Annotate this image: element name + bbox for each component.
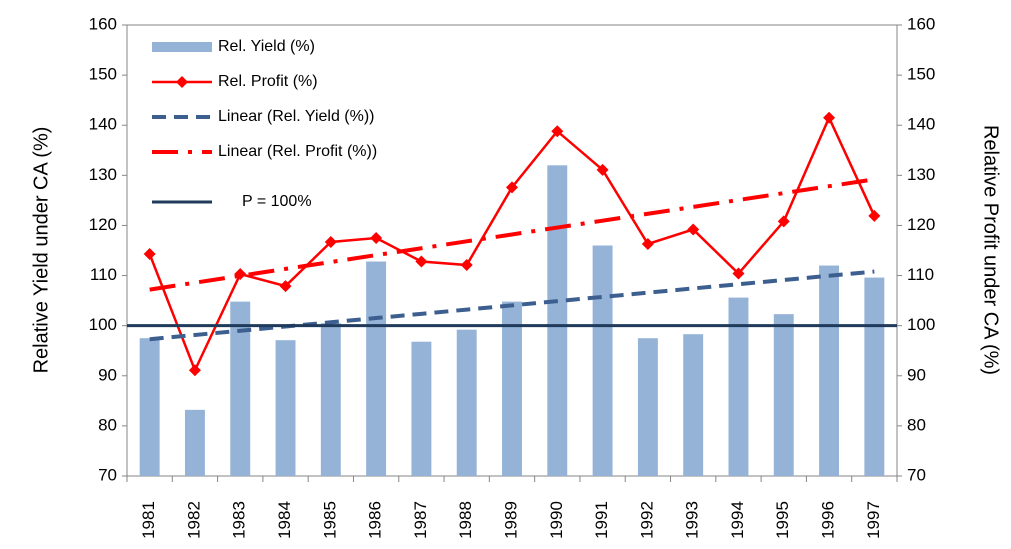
x-tick-label: 1990 [547, 501, 566, 539]
legend-label: Rel. Yield (%) [218, 38, 315, 55]
x-tick-label: 1997 [864, 501, 883, 539]
bar [184, 409, 205, 476]
x-tick-label: 1991 [592, 501, 611, 539]
legend-marker [176, 76, 188, 88]
y-tick-label: 110 [90, 265, 117, 284]
bar [456, 329, 477, 476]
y2-axis-label: Relative Profit under CA (%) [980, 125, 1002, 375]
marker [279, 280, 292, 293]
marker [641, 237, 654, 250]
y-tick-label: 100 [89, 315, 117, 334]
marker [460, 259, 473, 272]
y2-tick-label: 110 [907, 265, 934, 284]
legend-swatch [152, 42, 212, 52]
x-tick-label: 1996 [819, 501, 838, 539]
y-tick-label: 80 [98, 415, 117, 434]
y-tick-label: 150 [89, 65, 117, 84]
y-tick-label: 140 [89, 115, 117, 134]
marker [868, 209, 881, 222]
x-tick-label: 1982 [184, 501, 203, 539]
y-tick-label: 90 [98, 365, 117, 384]
bar [320, 323, 341, 476]
series-line [149, 269, 875, 342]
marker [370, 231, 383, 244]
y2-tick-label: 80 [907, 415, 926, 434]
bar [366, 261, 387, 476]
bar [683, 334, 704, 476]
marker [596, 163, 609, 176]
bar [592, 245, 613, 476]
x-tick-label: 1988 [456, 501, 475, 539]
x-tick-label: 1987 [411, 501, 430, 539]
marker [551, 125, 564, 138]
y2-tick-label: 70 [907, 465, 926, 484]
legend-label: Linear (Rel. Yield (%)) [218, 108, 375, 125]
series-line [149, 177, 875, 292]
y2-tick-label: 100 [907, 315, 935, 334]
x-tick-label: 1981 [139, 501, 158, 539]
marker [823, 111, 836, 124]
y2-tick-label: 130 [907, 165, 935, 184]
bar [275, 340, 296, 476]
marker [324, 235, 337, 248]
bar [773, 314, 794, 476]
bar [411, 341, 432, 476]
bar [230, 301, 251, 476]
x-tick-label: 1983 [230, 501, 249, 539]
bar [819, 265, 840, 476]
marker [415, 255, 428, 268]
y2-tick-label: 140 [907, 115, 935, 134]
x-tick-label: 1985 [320, 501, 339, 539]
bar [547, 165, 568, 477]
legend-label: P = 100% [242, 193, 312, 210]
x-tick-label: 1986 [366, 501, 385, 539]
y2-tick-label: 120 [907, 215, 935, 234]
x-tick-label: 1984 [275, 501, 294, 539]
y-tick-label: 160 [89, 14, 117, 33]
x-tick-label: 1989 [501, 501, 520, 539]
marker [732, 267, 745, 280]
x-tick-label: 1994 [728, 501, 747, 539]
marker [777, 215, 790, 228]
legend-label: Linear (Rel. Profit (%)) [218, 143, 377, 160]
bar [864, 277, 885, 476]
x-tick-label: 1992 [637, 501, 656, 539]
y-axis-label: Relative Yield under CA (%) [30, 127, 52, 374]
y2-tick-label: 150 [907, 65, 935, 84]
y2-tick-label: 90 [907, 365, 926, 384]
y2-tick-label: 160 [907, 14, 935, 33]
bar [139, 338, 160, 476]
bar [637, 338, 658, 476]
x-tick-label: 1993 [683, 501, 702, 539]
y-tick-label: 70 [98, 465, 117, 484]
x-tick-label: 1995 [773, 501, 792, 539]
bar [502, 301, 522, 476]
bar [728, 297, 749, 476]
marker [188, 364, 201, 377]
y-tick-label: 120 [89, 215, 117, 234]
marker [687, 223, 700, 236]
legend-label: Rel. Profit (%) [218, 73, 318, 90]
y-tick-label: 130 [89, 165, 117, 184]
marker [506, 181, 518, 194]
marker [143, 248, 156, 261]
